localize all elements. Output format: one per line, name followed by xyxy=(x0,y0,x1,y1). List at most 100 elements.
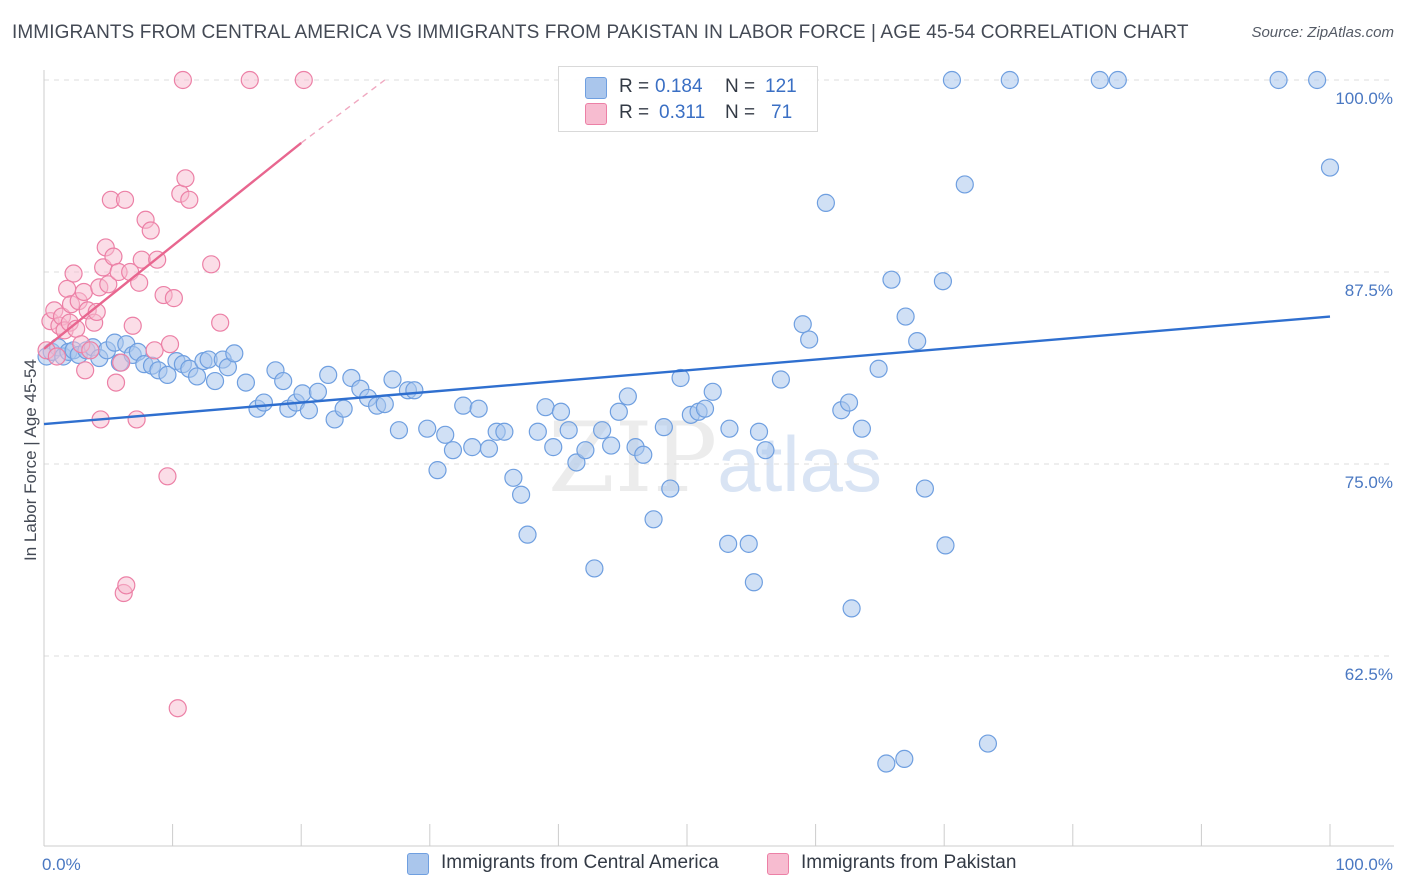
blue-swatch xyxy=(585,77,607,99)
data-point-central-america xyxy=(225,344,244,363)
data-point-central-america xyxy=(1308,70,1327,90)
data-point-central-america xyxy=(1090,70,1109,90)
data-point-pakistan xyxy=(127,410,146,429)
correlation-legend: R = 0.184 N = 121 R = 0.311 N = 71 xyxy=(558,66,818,132)
data-point-pakistan xyxy=(160,335,180,354)
n-value: 71 xyxy=(771,102,793,123)
data-point-central-america xyxy=(618,387,637,406)
data-point-central-america xyxy=(479,439,499,458)
data-point-central-america xyxy=(418,419,437,438)
data-point-central-america xyxy=(274,371,293,391)
data-point-pakistan xyxy=(115,190,135,209)
source-label: Source: ZipAtlas.com xyxy=(1251,24,1394,41)
data-point-central-america xyxy=(602,436,621,455)
data-point-central-america xyxy=(593,421,612,440)
data-point-central-america xyxy=(236,373,256,392)
data-point-central-america xyxy=(644,510,663,529)
data-point-central-america xyxy=(187,367,207,386)
data-point-central-america xyxy=(383,370,402,389)
data-point-pakistan xyxy=(104,247,123,266)
data-point-central-america xyxy=(720,419,739,438)
data-point-central-america xyxy=(512,485,531,504)
data-point-central-america xyxy=(405,381,424,400)
data-point-central-america xyxy=(389,421,409,440)
data-point-pakistan xyxy=(173,70,192,90)
data-point-central-america xyxy=(544,438,563,457)
data-point-central-america xyxy=(719,534,738,553)
data-point-central-america xyxy=(936,536,955,555)
axes xyxy=(43,70,1394,847)
data-point-central-america xyxy=(308,382,328,401)
data-point-central-america xyxy=(978,734,998,753)
data-point-central-america xyxy=(254,393,274,412)
pink-swatch xyxy=(767,853,789,875)
data-point-central-america xyxy=(661,479,680,498)
data-point-central-america xyxy=(576,441,595,460)
data-point-central-america xyxy=(334,399,353,418)
data-point-central-america xyxy=(771,370,790,389)
data-point-central-america xyxy=(495,422,514,441)
data-point-central-america xyxy=(942,70,962,90)
data-point-central-america xyxy=(800,330,819,349)
data-point-central-america xyxy=(908,332,927,351)
n-value: 121 xyxy=(765,76,797,97)
data-point-central-america xyxy=(634,445,653,464)
data-point-pakistan xyxy=(211,313,230,332)
data-point-pakistan xyxy=(164,289,183,308)
r-label: R = xyxy=(619,102,650,123)
data-point-central-america xyxy=(895,749,914,769)
data-point-central-america xyxy=(1108,70,1127,90)
data-point-central-america xyxy=(469,399,488,418)
data-point-pakistan xyxy=(145,341,164,360)
data-point-pakistan xyxy=(240,70,259,90)
data-point-pakistan xyxy=(99,275,118,294)
r-value: 0.184 xyxy=(655,76,703,97)
data-point-pakistan xyxy=(112,353,131,372)
data-point-pakistan xyxy=(117,576,136,595)
data-point-pakistan xyxy=(130,273,149,292)
y-tick-label: 62.5% xyxy=(1345,665,1393,684)
data-point-pakistan xyxy=(106,373,126,392)
data-point-central-america xyxy=(671,368,690,388)
n-label: N = xyxy=(725,76,756,97)
data-point-central-america xyxy=(319,365,338,385)
data-point-central-america xyxy=(504,468,523,487)
data-point-central-america xyxy=(703,382,722,401)
data-point-central-america xyxy=(585,559,604,578)
data-point-pakistan xyxy=(47,347,66,366)
data-point-central-america xyxy=(955,175,974,194)
pink-swatch xyxy=(585,103,607,125)
r-label: R = xyxy=(619,76,650,97)
tick-labels: 62.5% 75.0% 87.5% 100.0% 0.0% 100.0% xyxy=(42,89,1393,874)
data-point-pakistan xyxy=(123,316,142,335)
data-point-pakistan xyxy=(158,467,177,486)
data-point-central-america xyxy=(654,418,673,437)
data-point-central-america xyxy=(567,453,586,472)
data-point-central-america xyxy=(158,365,177,385)
data-point-central-america xyxy=(454,396,473,415)
data-point-pakistan xyxy=(81,341,100,360)
data-point-pakistan xyxy=(180,190,199,209)
data-point-central-america xyxy=(293,384,312,403)
data-point-pakistan xyxy=(76,361,95,380)
data-point-pakistan xyxy=(74,282,93,302)
data-point-central-america xyxy=(749,422,769,441)
data-point-central-america xyxy=(756,441,775,460)
data-point-central-america xyxy=(842,599,861,618)
y-tick-label: 87.5% xyxy=(1345,281,1393,300)
r-value: 0.311 xyxy=(659,102,706,123)
data-point-central-america xyxy=(1320,158,1340,177)
data-point-pakistan xyxy=(141,221,160,240)
data-point-central-america xyxy=(852,419,871,438)
data-point-central-america xyxy=(816,193,835,212)
data-point-pakistan xyxy=(202,255,221,274)
data-point-central-america xyxy=(869,359,888,378)
n-label: N = xyxy=(725,102,756,123)
trend-lines xyxy=(43,79,1331,426)
data-point-central-america xyxy=(1269,70,1288,90)
y-tick-label: 75.0% xyxy=(1345,473,1393,492)
data-point-pakistan xyxy=(294,70,313,90)
x-tick-label: 0.0% xyxy=(42,855,81,874)
data-point-central-america xyxy=(896,307,915,326)
